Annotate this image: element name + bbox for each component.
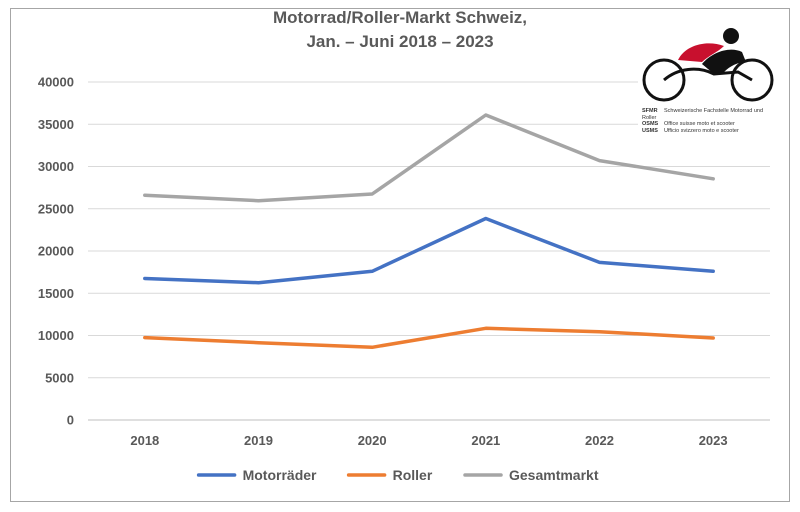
chart-title-line-2: Jan. – Juni 2018 – 2023 [306,32,494,51]
x-tick-label: 2020 [358,433,387,448]
legend-label: Gesamtmarkt [509,467,599,483]
x-tick-label: 2022 [585,433,614,448]
chart-title-line-1: Motorrad/Roller-Markt Schweiz, [272,8,528,27]
x-tick-label: 2021 [471,433,500,448]
sfmr-logo: SFMR Schweizerische Fachstelle Motorrad u… [638,22,778,134]
logo-text: SFMR Schweizerische Fachstelle Motorrad u… [642,108,778,134]
y-tick-label: 10000 [38,328,74,343]
x-tick-label: 2023 [699,433,728,448]
series-line [143,216,715,285]
motorcycle-rider-icon [642,28,774,102]
series-line [143,326,715,350]
y-tick-label: 25000 [38,201,74,216]
legend-label: Motorräder [243,467,317,483]
x-tick-label: 2019 [244,433,273,448]
y-tick-label: 5000 [45,370,74,385]
y-tick-label: 15000 [38,286,74,301]
legend-label: Roller [393,467,433,483]
logo-line: USMS Ufficio svizzero moto e scooter [642,127,739,134]
y-tick-label: 20000 [38,244,74,259]
chart-title: Motorrad/Roller-Markt Schweiz, Jan. – Ju… [0,6,800,54]
y-tick-label: 30000 [38,159,74,174]
y-tick-label: 40000 [38,75,74,90]
series-line [143,113,715,203]
logo-line: OSMS Office suisse moto et scooter [642,121,735,127]
x-tick-label: 2018 [130,433,159,448]
y-tick-label: 35000 [38,117,74,132]
logo-line: SFMR Schweizerische Fachstelle Motorrad u… [642,108,764,121]
y-tick-label: 0 [67,413,74,428]
